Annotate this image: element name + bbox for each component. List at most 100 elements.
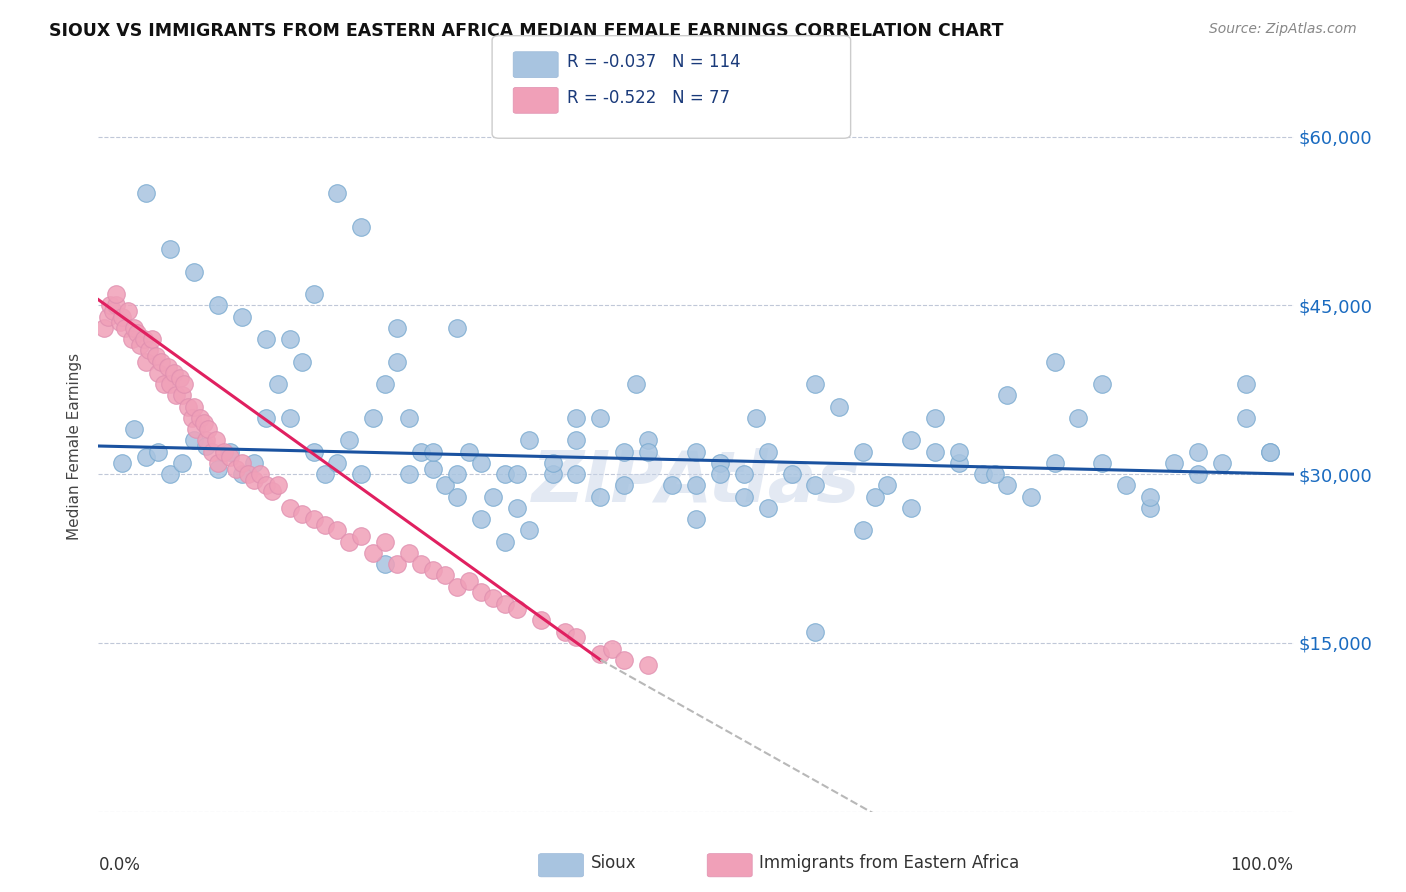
- Point: [481, 490, 505, 504]
- Point: [135, 450, 157, 465]
- Point: [661, 478, 683, 492]
- Point: [995, 478, 1018, 492]
- Point: [302, 512, 325, 526]
- Point: [745, 410, 768, 425]
- Point: [149, 354, 172, 368]
- Point: [626, 377, 648, 392]
- Point: [374, 377, 396, 392]
- Point: [804, 478, 827, 492]
- Point: [1234, 377, 1257, 392]
- Point: [180, 410, 202, 425]
- Y-axis label: Median Female Earnings: Median Female Earnings: [67, 352, 83, 540]
- Point: [339, 434, 361, 448]
- Point: [602, 641, 624, 656]
- Point: [291, 507, 314, 521]
- Point: [243, 473, 266, 487]
- Point: [231, 310, 253, 324]
- Point: [685, 478, 707, 492]
- Point: [948, 444, 970, 458]
- Point: [225, 461, 247, 475]
- Point: [101, 304, 124, 318]
- Point: [385, 354, 409, 368]
- Point: [756, 444, 779, 458]
- Point: [207, 456, 229, 470]
- Text: Sioux: Sioux: [591, 855, 636, 872]
- Point: [470, 456, 492, 470]
- Point: [302, 444, 325, 458]
- Point: [995, 388, 1018, 402]
- Point: [434, 478, 457, 492]
- Point: [494, 467, 516, 482]
- Point: [350, 219, 373, 234]
- Point: [613, 653, 636, 667]
- Point: [876, 478, 898, 492]
- Text: R = -0.037   N = 114: R = -0.037 N = 114: [567, 54, 740, 71]
- Point: [565, 410, 588, 425]
- Point: [446, 467, 468, 482]
- Point: [114, 321, 136, 335]
- Point: [1091, 456, 1114, 470]
- Point: [924, 410, 946, 425]
- Point: [231, 467, 253, 482]
- Point: [197, 422, 219, 436]
- Point: [249, 467, 271, 482]
- Point: [398, 546, 420, 560]
- Point: [159, 242, 181, 256]
- Text: Source: ZipAtlas.com: Source: ZipAtlas.com: [1209, 22, 1357, 37]
- Point: [565, 434, 588, 448]
- Point: [212, 444, 235, 458]
- Point: [105, 287, 128, 301]
- Point: [374, 557, 396, 571]
- Point: [900, 500, 922, 515]
- Point: [1139, 500, 1161, 515]
- Point: [422, 563, 444, 577]
- Point: [494, 597, 516, 611]
- Point: [141, 332, 163, 346]
- Point: [385, 321, 409, 335]
- Point: [446, 321, 468, 335]
- Point: [637, 434, 659, 448]
- Point: [172, 388, 194, 402]
- Point: [124, 321, 146, 335]
- Point: [153, 377, 176, 392]
- Point: [613, 444, 636, 458]
- Text: 0.0%: 0.0%: [98, 855, 141, 873]
- Point: [156, 360, 179, 375]
- Point: [207, 298, 229, 312]
- Point: [506, 467, 529, 482]
- Point: [470, 512, 492, 526]
- Point: [1139, 490, 1161, 504]
- Point: [278, 500, 301, 515]
- Point: [138, 343, 160, 358]
- Point: [411, 557, 433, 571]
- Point: [828, 400, 851, 414]
- Point: [398, 467, 420, 482]
- Point: [363, 410, 385, 425]
- Point: [111, 310, 134, 324]
- Point: [173, 377, 195, 392]
- Point: [517, 434, 540, 448]
- Point: [446, 490, 468, 504]
- Point: [315, 517, 337, 532]
- Point: [1234, 410, 1257, 425]
- Point: [780, 467, 803, 482]
- Point: [135, 354, 157, 368]
- Point: [302, 287, 325, 301]
- Point: [163, 366, 186, 380]
- Point: [1115, 478, 1137, 492]
- Text: SIOUX VS IMMIGRANTS FROM EASTERN AFRICA MEDIAN FEMALE EARNINGS CORRELATION CHART: SIOUX VS IMMIGRANTS FROM EASTERN AFRICA …: [49, 22, 1004, 40]
- Point: [972, 467, 994, 482]
- Point: [733, 467, 755, 482]
- Point: [125, 326, 148, 341]
- Point: [145, 349, 167, 363]
- Text: R = -0.522   N = 77: R = -0.522 N = 77: [567, 89, 730, 107]
- Point: [219, 450, 242, 465]
- Point: [685, 512, 707, 526]
- Point: [385, 557, 409, 571]
- Point: [98, 298, 122, 312]
- Point: [97, 310, 120, 324]
- Point: [756, 500, 779, 515]
- Point: [1187, 444, 1209, 458]
- Point: [506, 602, 529, 616]
- Point: [254, 478, 277, 492]
